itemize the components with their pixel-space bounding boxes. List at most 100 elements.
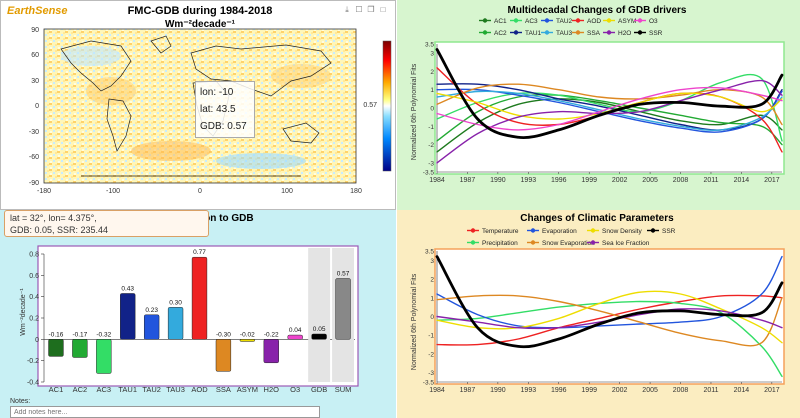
contrib-bar bbox=[287, 334, 303, 340]
drivers-legend: AC1 AC3 TAU2 AOD ASYM O3 AC2 TAU1 TAU3 SSA H2O SSR bbox=[479, 18, 663, 37]
map-x-tick: -100 bbox=[106, 188, 120, 195]
legend-label: AC2 bbox=[494, 30, 507, 37]
contrib-highlight-column bbox=[308, 248, 331, 382]
x-tick-label: 1987 bbox=[460, 177, 476, 184]
x-tick-label: 2017 bbox=[764, 387, 780, 394]
y-tick-label: 0 bbox=[430, 314, 434, 321]
climate-series bbox=[435, 255, 784, 378]
notes-label: Notes: bbox=[10, 398, 31, 405]
x-tick-label: 1984 bbox=[429, 387, 445, 394]
contrib-value-label: 0.05 bbox=[313, 326, 326, 333]
series-line-h2o bbox=[436, 79, 783, 164]
contrib-x-tick: SSA bbox=[216, 385, 231, 394]
map-hotspot bbox=[131, 141, 211, 161]
x-tick-label: 2008 bbox=[673, 387, 689, 394]
contrib-value-label: 0.30 bbox=[169, 299, 182, 306]
series-line-ssr bbox=[435, 255, 784, 349]
map-y-axis: 90 60 30 0 -30 -60 -90 bbox=[29, 27, 39, 187]
contrib-x-tick: SUM bbox=[335, 385, 352, 394]
y-tick-label: 3.5 bbox=[425, 249, 434, 256]
legend-label: Temperature bbox=[482, 228, 519, 235]
legend-label: SSR bbox=[649, 30, 663, 37]
series-line-evaporation bbox=[436, 255, 783, 329]
y-tick-label: 1 bbox=[430, 295, 434, 302]
contrib-value-label: 0.04 bbox=[289, 327, 302, 334]
series-line-tau1 bbox=[436, 83, 783, 131]
series-line-ssr bbox=[435, 48, 784, 140]
series-line-ac1 bbox=[436, 98, 783, 153]
legend-marker bbox=[513, 18, 519, 23]
contrib-y-tick: 0.8 bbox=[29, 252, 39, 259]
legend-label: TAU2 bbox=[556, 18, 573, 25]
contrib-value-label: -0.02 bbox=[240, 331, 255, 338]
legend-marker bbox=[606, 30, 612, 35]
legend-marker bbox=[470, 228, 476, 233]
map-title: FMC-GDB during 1984-2018 bbox=[128, 5, 273, 17]
map-coldspot bbox=[61, 46, 121, 66]
square-icon[interactable]: □ bbox=[380, 5, 386, 14]
map-subtitle: Wm⁻²decade⁻¹ bbox=[165, 19, 236, 30]
legend-marker bbox=[530, 228, 536, 233]
tooltip-gdb: GDB: 0.57 bbox=[200, 121, 247, 132]
download-icon[interactable]: ⤓ bbox=[345, 5, 349, 14]
contrib-y-tick: -0.4 bbox=[27, 380, 39, 387]
contrib-x-tick: H2O bbox=[264, 385, 280, 394]
contrib-bar bbox=[311, 333, 327, 340]
legend-label: TAU3 bbox=[556, 30, 573, 37]
location-infobox: lat = 32°, lon= 4.375°, GDB: 0.05, SSR: … bbox=[4, 210, 209, 237]
contrib-value-label: -0.22 bbox=[264, 331, 279, 338]
legend-marker bbox=[470, 240, 476, 245]
y-tick-label: -1 bbox=[428, 124, 434, 131]
contrib-x-tick: TAU2 bbox=[142, 385, 161, 394]
legend-marker bbox=[482, 30, 488, 35]
contrib-x-tick: AOD bbox=[191, 385, 208, 394]
copy-icon[interactable]: ❐ bbox=[367, 5, 375, 14]
map-x-tick: 0 bbox=[198, 188, 202, 195]
map-x-tick: -180 bbox=[37, 188, 51, 195]
map-hotspot bbox=[271, 64, 331, 88]
y-tick-label: 2 bbox=[430, 277, 434, 284]
y-tick-label: 2 bbox=[430, 69, 434, 76]
y-tick-label: -3 bbox=[428, 160, 434, 167]
legend-marker bbox=[482, 18, 488, 23]
contrib-bar bbox=[120, 293, 136, 340]
notes-input[interactable] bbox=[10, 406, 320, 418]
x-tick-label: 1984 bbox=[429, 177, 445, 184]
map-x-tick: 100 bbox=[281, 188, 293, 195]
legend-label: SSR bbox=[662, 228, 676, 235]
contrib-y-tick: 0.6 bbox=[29, 273, 39, 280]
x-tick-label: 2014 bbox=[734, 387, 750, 394]
legend-marker bbox=[575, 18, 581, 23]
y-tick-label: 1 bbox=[430, 87, 434, 94]
y-tick-label: 0 bbox=[430, 106, 434, 113]
y-tick-label: -2 bbox=[428, 142, 434, 149]
contrib-bar bbox=[143, 314, 160, 340]
y-tick-label: -3 bbox=[428, 370, 434, 377]
legend-label: AC3 bbox=[525, 18, 538, 25]
map-x-tick: 180 bbox=[350, 188, 362, 195]
contrib-bar bbox=[335, 278, 351, 340]
map-figure: FMC-GDB during 1984-2018 Wm⁻²decade⁻¹ bbox=[29, 5, 392, 195]
legend-label: AC1 bbox=[494, 18, 507, 25]
contrib-value-label: -0.17 bbox=[72, 331, 87, 338]
contrib-x-tick: O3 bbox=[290, 385, 300, 394]
climate-chart: Changes of Climatic Parameters Temperatu… bbox=[411, 213, 785, 394]
legend-label: Precipitation bbox=[482, 240, 518, 247]
contrib-bar bbox=[263, 339, 279, 364]
legend-marker bbox=[530, 240, 536, 245]
colorbar-value: 0.57 bbox=[363, 102, 377, 109]
drivers-panel: Multidecadal Changes of GDB drivers AC1 A… bbox=[397, 0, 800, 210]
map-y-tick: 30 bbox=[31, 78, 39, 85]
map-coldspot bbox=[216, 153, 306, 169]
series-line-tau3 bbox=[436, 90, 783, 131]
x-tick-label: 1990 bbox=[490, 177, 506, 184]
legend-marker bbox=[575, 30, 581, 35]
contrib-axes: -0.4 -0.2 0 0.2 0.4 0.6 0.8 AC1 AC2 AC3 TAU1 TAU2 TA… bbox=[27, 252, 355, 394]
map-y-tick: 60 bbox=[31, 52, 39, 59]
map-y-tick: 0 bbox=[35, 103, 39, 110]
contrib-y-tick: 0 bbox=[35, 337, 39, 344]
drivers-ylabel: Normalized 6th Polynomial Fits bbox=[411, 63, 418, 160]
x-tick-label: 2011 bbox=[703, 387, 718, 394]
frame-icon[interactable]: ☐ bbox=[355, 5, 363, 14]
legend-label: H2O bbox=[618, 30, 631, 37]
